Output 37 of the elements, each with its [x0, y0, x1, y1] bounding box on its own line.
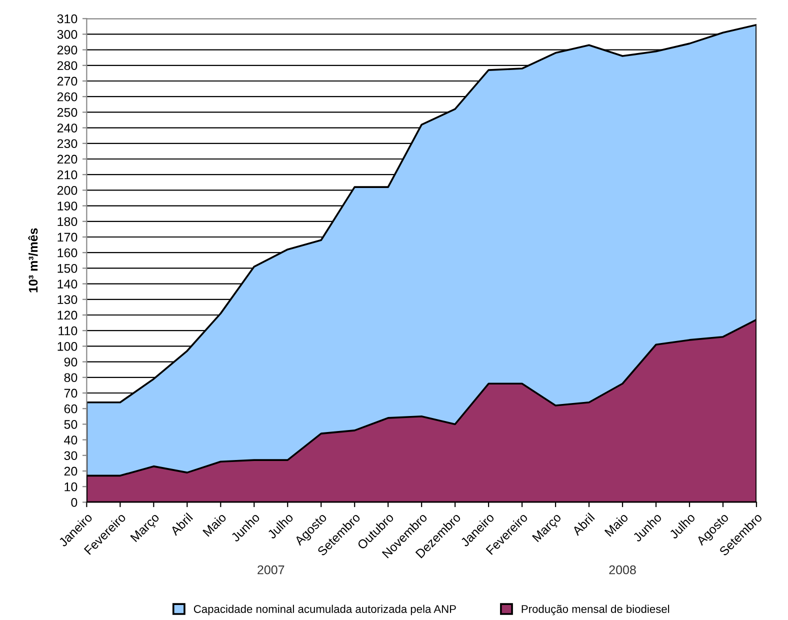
text: 2008: [609, 565, 636, 574]
y-tick-label: 10: [64, 482, 78, 492]
y-tick-label: 100: [58, 342, 78, 351]
y-tick-label: 90: [64, 358, 78, 366]
y-tick-label: 290: [57, 46, 78, 54]
y-tick-label: 70: [64, 388, 78, 398]
y-tick-label: 160: [58, 248, 78, 258]
y-tick-label: 60: [64, 404, 78, 414]
legend-label: Capacidade nominal acumulada autorizada pela ANP: [194, 604, 456, 616]
y-tick-label: 260: [57, 92, 78, 102]
y-tick-label: 300: [57, 30, 78, 39]
y-tick-label: 40: [64, 436, 78, 444]
y-tick-label: 120: [58, 310, 78, 320]
y-tick-label: 180: [58, 217, 78, 226]
y-tick-label: 0: [71, 498, 78, 507]
y-tick-label: 110: [58, 326, 78, 336]
y-axis-title: 10³ m³/mês: [28, 228, 38, 292]
y-tick-label: 270: [57, 76, 78, 86]
y-tick-label: 280: [57, 61, 78, 70]
y-tick-label: 140: [58, 280, 78, 288]
y-tick-label: 190: [58, 202, 78, 210]
y-tick-label: 240: [57, 124, 78, 132]
y-tick-label: 30: [64, 451, 78, 460]
y-tick-label: 210: [57, 170, 78, 180]
y-tick-label: 220: [57, 154, 78, 164]
legend-label: Produção mensal de biodiesel: [522, 604, 670, 616]
y-tick-label: 80: [64, 373, 78, 382]
y-tick-label: 170: [58, 232, 78, 242]
y-tick-label: 50: [64, 420, 78, 429]
y-tick-label: 200: [57, 186, 78, 195]
y-tick-label: 130: [58, 295, 78, 304]
y-tick-label: 230: [57, 139, 78, 148]
text: 2007: [258, 565, 284, 574]
y-tick-label: 20: [64, 466, 78, 476]
y-tick-label: 150: [58, 264, 78, 273]
y-tick-label: 310: [57, 14, 78, 24]
y-tick-label: 250: [57, 108, 78, 117]
